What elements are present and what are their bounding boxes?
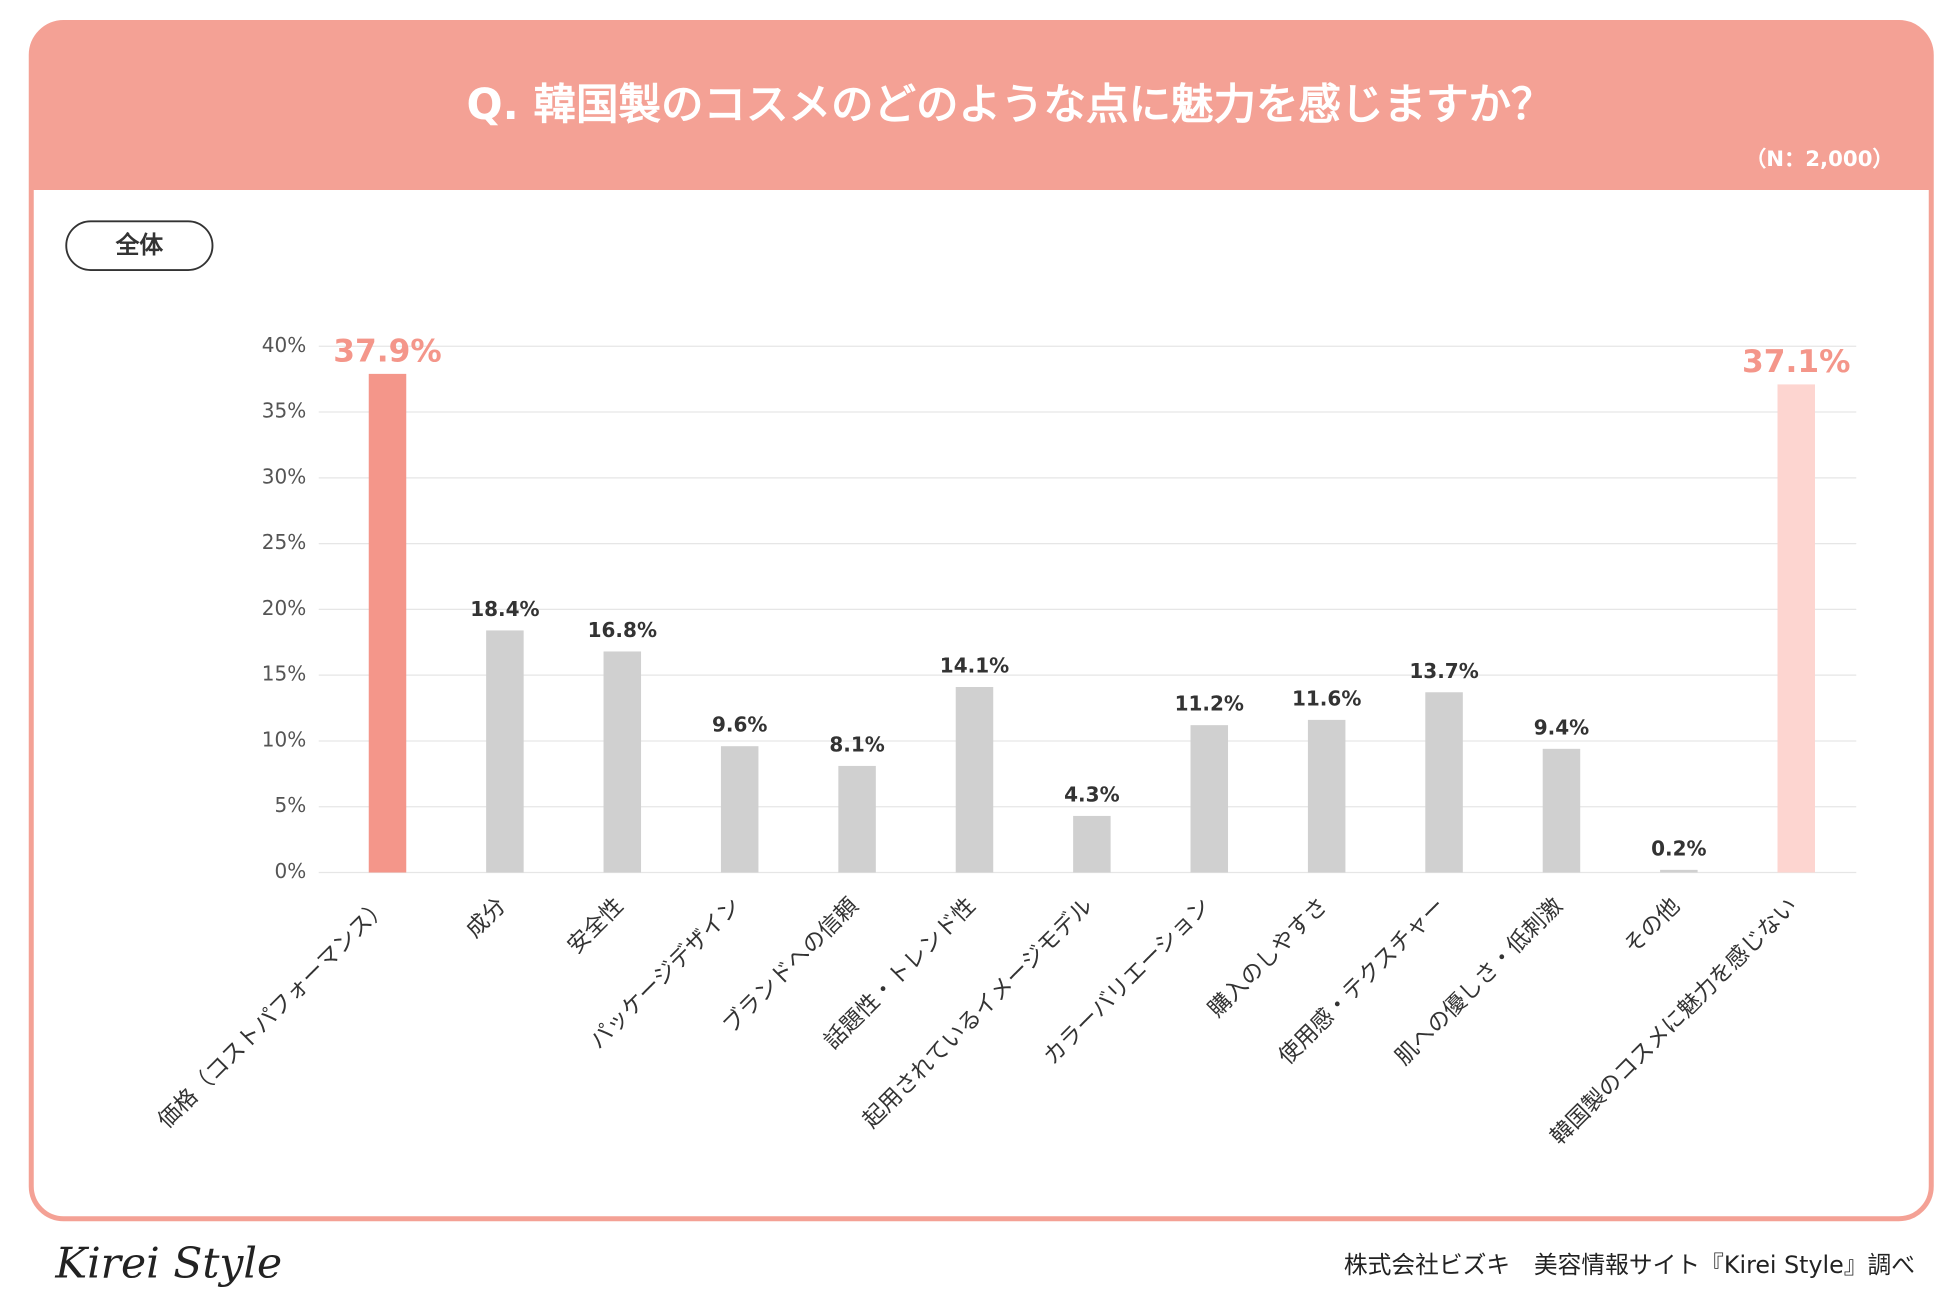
- y-tick-label: 20%: [262, 596, 306, 620]
- value-label: 9.6%: [712, 713, 767, 737]
- y-tick-label: 25%: [262, 530, 306, 554]
- y-tick-label: 0%: [275, 859, 307, 883]
- value-label: 14.1%: [940, 653, 1009, 677]
- bar: [955, 686, 994, 873]
- value-label: 13.7%: [1409, 659, 1478, 683]
- value-label: 8.1%: [829, 732, 884, 756]
- bar: [1660, 869, 1698, 873]
- value-label: 11.6%: [1292, 686, 1361, 710]
- tab: [65, 220, 214, 271]
- value-label: 4.3%: [1064, 782, 1119, 806]
- y-tick-label: 5%: [275, 793, 307, 817]
- bar: [603, 651, 642, 873]
- bar: [720, 746, 759, 873]
- y-tick-label: 35%: [262, 399, 306, 423]
- value-label: 37.1%: [1742, 344, 1850, 380]
- value-label: 11.2%: [1175, 692, 1244, 716]
- y-tick-label: 40%: [262, 333, 306, 357]
- bar: [1425, 692, 1463, 873]
- bar: [1073, 815, 1111, 873]
- y-tick-label: 15%: [262, 662, 306, 686]
- tab-label: 全体: [115, 231, 164, 259]
- bar: [486, 630, 524, 873]
- value-label: 9.4%: [1534, 715, 1589, 739]
- bar: [838, 765, 876, 873]
- value-label: 0.2%: [1651, 836, 1706, 860]
- bar: [1777, 384, 1815, 873]
- value-label: 37.9%: [333, 334, 441, 370]
- bar: [1190, 725, 1229, 873]
- y-tick-label: 30%: [262, 464, 306, 488]
- bar: [1542, 748, 1581, 873]
- sample-size: （N：2,000）: [1745, 147, 1894, 172]
- bar: [368, 373, 407, 873]
- header-band: [31, 22, 1932, 190]
- credit: 株式会社ビズキ 美容情報サイト『Kirei Style』調べ: [1344, 1251, 1915, 1279]
- value-label: 18.4%: [470, 597, 539, 621]
- y-tick-label: 10%: [262, 727, 306, 751]
- title: Q. 韓国製のコスメのどのような点に魅力を感じますか？: [466, 81, 1553, 130]
- value-label: 16.8%: [588, 618, 657, 642]
- logo: Kirei Style: [54, 1239, 282, 1288]
- bar: [1307, 719, 1346, 873]
